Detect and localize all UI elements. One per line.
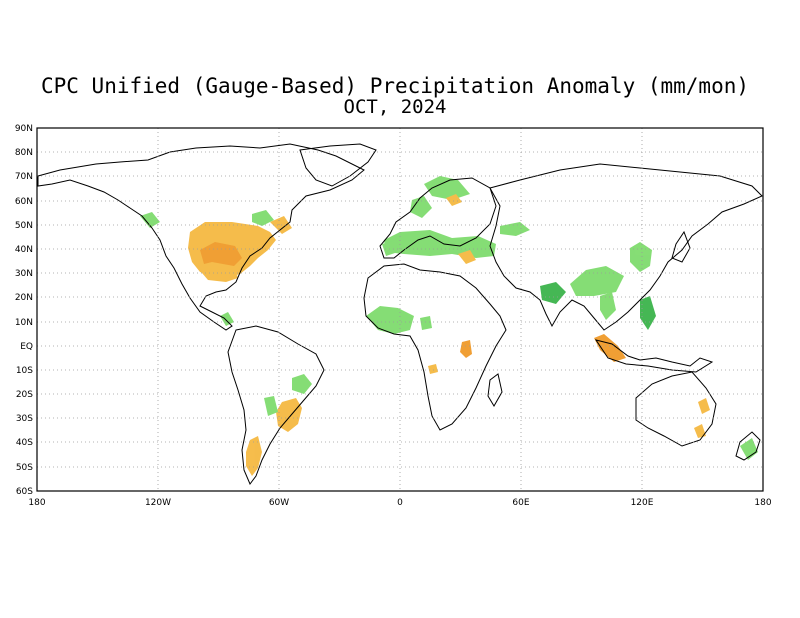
- lat-label: 30S: [16, 414, 33, 424]
- wet-area-philippines: [640, 296, 656, 330]
- coast-asia: [489, 163, 763, 331]
- lon-label: 120W: [145, 498, 171, 508]
- wet-area-west-africa: [366, 306, 414, 334]
- wet-area-kazakhstan: [500, 222, 530, 236]
- lat-label: 10N: [15, 318, 33, 328]
- wet-area-india-nepal: [540, 282, 566, 304]
- lat-label: 40N: [15, 245, 33, 255]
- coast-australia: [635, 371, 717, 447]
- dry-area-east-africa: [460, 340, 472, 358]
- lat-label: 70N: [15, 172, 33, 182]
- lat-label: 20S: [16, 390, 33, 400]
- dry-area-indonesia: [594, 334, 626, 362]
- wet-area-tibet: [570, 266, 624, 296]
- coast-japan: [671, 230, 691, 263]
- dry-area-argentina: [246, 436, 262, 476]
- lat-label: 90N: [15, 124, 33, 134]
- dry-area-eastern-australia: [698, 398, 710, 414]
- wet-area-china: [630, 242, 652, 272]
- wet-area-scandinavia: [410, 196, 432, 218]
- lon-label: 180: [754, 498, 771, 508]
- lat-label: 50S: [16, 463, 33, 473]
- wet-area-alaska: [140, 212, 160, 228]
- lat-label: 80N: [15, 148, 33, 158]
- lat-label: 10S: [16, 366, 33, 376]
- coast-greenland: [299, 143, 377, 187]
- wet-area-new-zealand: [740, 438, 758, 460]
- dry-area-southern-brazil: [276, 398, 302, 432]
- lat-label: 40S: [16, 438, 33, 448]
- coast-north-america: [37, 143, 365, 331]
- coast-indonesia: [594, 339, 714, 373]
- lat-label: 60S: [16, 487, 33, 497]
- wet-area-indochina: [600, 292, 616, 320]
- dry-area-mideast: [458, 250, 476, 264]
- map-subtitle: OCT, 2024: [343, 96, 447, 118]
- lon-label: 180: [28, 498, 45, 508]
- wet-area-paraguay: [264, 396, 278, 416]
- anomaly-shading: [140, 176, 758, 476]
- coast-south-america: [227, 325, 325, 485]
- wet-area-eastern-brazil: [292, 374, 312, 394]
- lon-label: 120E: [631, 498, 654, 508]
- wet-area-siberia: [424, 176, 470, 200]
- wet-area-iberia: [382, 240, 398, 256]
- coast-madagascar: [487, 373, 503, 407]
- coast-africa: [363, 263, 507, 431]
- wet-area-canada: [252, 210, 274, 226]
- dry-area-eastern-siberia: [446, 194, 462, 206]
- wet-area-central-africa: [420, 316, 432, 330]
- map-border: [36, 127, 764, 492]
- lat-label: EQ: [20, 342, 33, 352]
- lat-label: 30N: [15, 269, 33, 279]
- lon-label: 0: [397, 498, 403, 508]
- map-title: CPC Unified (Gauge-Based) Precipitation …: [40, 74, 749, 98]
- lon-label: 60W: [269, 498, 289, 508]
- coast-europe: [379, 177, 497, 259]
- dry-area-angola: [428, 364, 438, 374]
- coastlines: [37, 143, 763, 485]
- lat-label: 60N: [15, 197, 33, 207]
- graticule: [37, 128, 763, 491]
- lon-label: 60E: [512, 498, 529, 508]
- coast-new-zealand: [735, 431, 761, 461]
- latitude-labels: 90N 80N 70N 60N 50N 40N 30N 20N 10N EQ 1…: [15, 124, 33, 497]
- wet-area-central-america: [220, 312, 234, 326]
- lat-label: 50N: [15, 221, 33, 231]
- dry-area-southeastern-australia: [694, 424, 706, 438]
- lat-label: 20N: [15, 293, 33, 303]
- dry-area-southern-us: [196, 262, 238, 282]
- map-frame: 90N 80N 70N 60N 50N 40N 30N 20N 10N EQ 1…: [15, 124, 772, 508]
- longitude-labels: 180 120W 60W 0 60E 120E 180: [28, 498, 771, 508]
